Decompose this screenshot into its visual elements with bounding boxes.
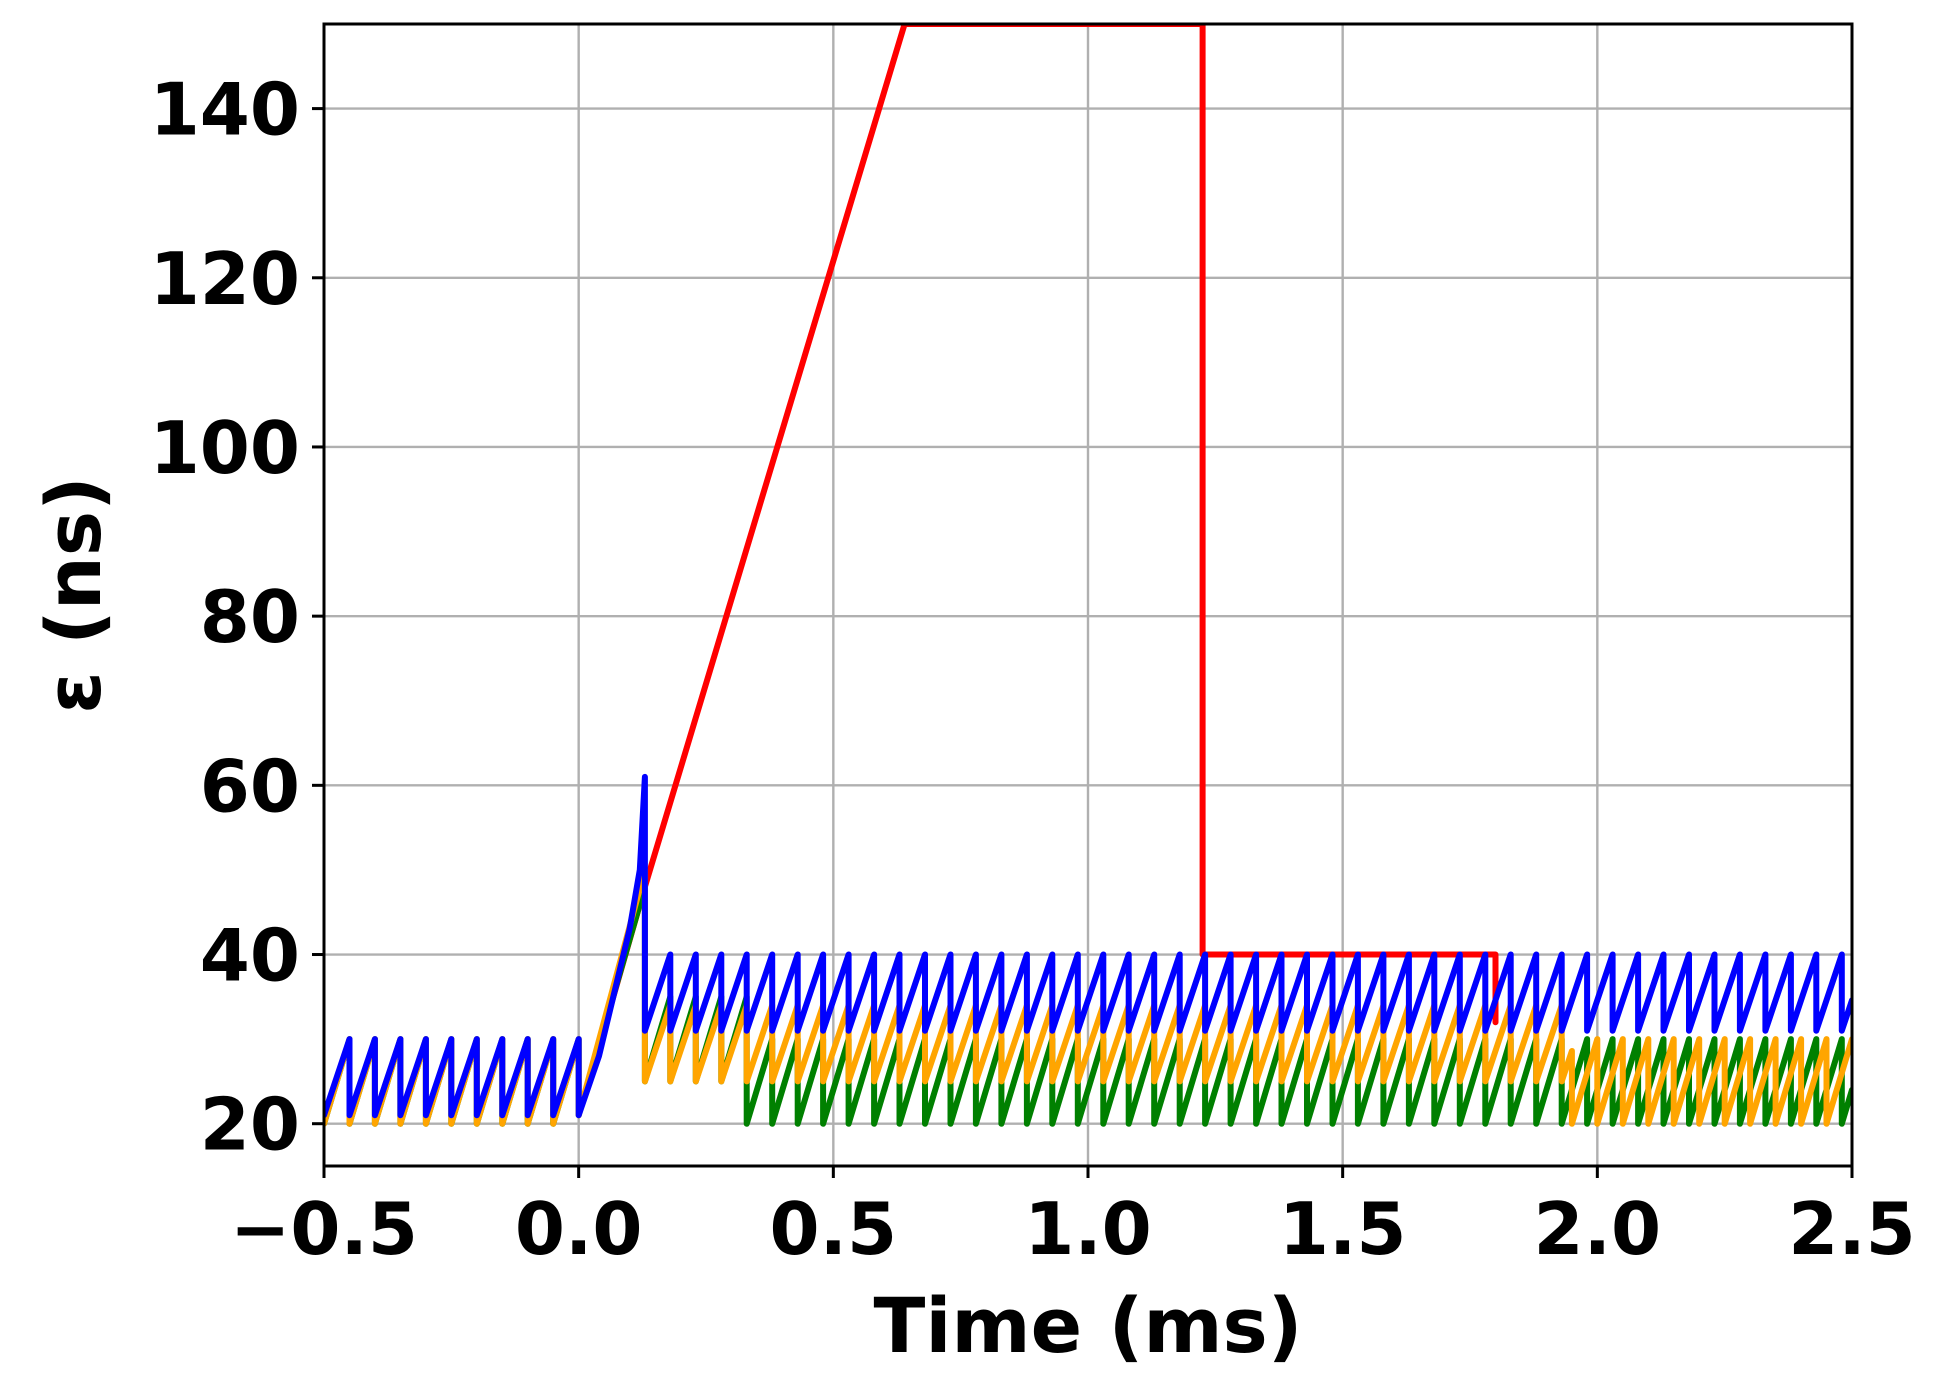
- series-path: [590, 24, 1499, 1068]
- y-tick-label: 100: [150, 406, 300, 490]
- series-group: [324, 24, 1852, 1127]
- tick-marks: [312, 107, 1854, 1178]
- x-tick-labels: −0.5 0.0 0.5 1.0 1.5 2.0 2.5: [230, 1187, 1916, 1271]
- series-path: [324, 773, 1852, 1119]
- y-tick-label: 20: [200, 1083, 300, 1167]
- x-tick-label: 2.5: [1788, 1187, 1916, 1271]
- x-tick-label: 2.0: [1534, 1187, 1662, 1271]
- x-tick-label: 1.0: [1024, 1187, 1152, 1271]
- grid: [322, 24, 1854, 1166]
- y-tick-labels: 20 40 60 80 100 120 140: [150, 68, 300, 1167]
- y-tick-label: 140: [150, 68, 300, 152]
- y-tick-label: 120: [150, 237, 300, 321]
- series-line: [324, 773, 1852, 1119]
- y-tick-label: 60: [200, 744, 300, 828]
- y-tick-label: 40: [200, 914, 300, 998]
- x-tick-label: 0.0: [515, 1187, 643, 1271]
- x-axis-title: Time (ms): [874, 1281, 1303, 1370]
- y-axis-title: ε (ns): [29, 476, 118, 714]
- y-tick-label: 80: [200, 575, 300, 659]
- x-tick-label: −0.5: [230, 1187, 418, 1271]
- x-tick-label: 0.5: [770, 1187, 898, 1271]
- series-line: [590, 24, 1499, 1068]
- x-tick-label: 1.5: [1279, 1187, 1407, 1271]
